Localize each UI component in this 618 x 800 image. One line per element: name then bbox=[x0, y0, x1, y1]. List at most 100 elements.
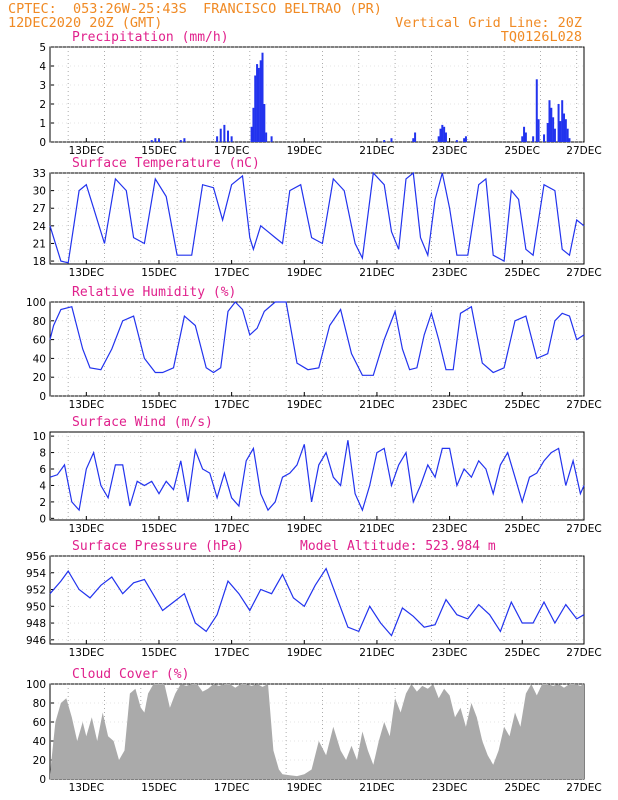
precip-bar bbox=[561, 100, 564, 142]
x-tick-label: 23DEC bbox=[432, 647, 467, 659]
x-tick-label: 21DEC bbox=[359, 782, 394, 794]
precip-bar bbox=[412, 138, 415, 142]
precip-bar bbox=[270, 136, 273, 142]
x-tick-label: 23DEC bbox=[432, 399, 467, 411]
precip-bar bbox=[559, 121, 562, 142]
y-tick-label: 33 bbox=[33, 168, 46, 180]
panel-title: Relative Humidity (%) bbox=[72, 285, 236, 300]
precip-bar bbox=[532, 136, 535, 142]
panel-frame bbox=[49, 46, 585, 143]
y-tick-label: 30 bbox=[33, 186, 46, 198]
x-tick-label: 25DEC bbox=[505, 647, 540, 659]
x-tick-label: 15DEC bbox=[141, 782, 176, 794]
header-grid-line: Vertical Grid Line: 20Z bbox=[395, 15, 582, 31]
x-tick-label: 25DEC bbox=[505, 267, 540, 279]
x-tick-label: 15DEC bbox=[141, 399, 176, 411]
y-tick-label: 60 bbox=[33, 335, 46, 347]
x-tick-label: 19DEC bbox=[287, 523, 322, 535]
x-tick-label: 13DEC bbox=[69, 145, 104, 157]
x-tick-label: 19DEC bbox=[287, 145, 322, 157]
y-tick-label: 27 bbox=[33, 203, 46, 215]
y-tick-label: 4 bbox=[39, 61, 46, 73]
series-line bbox=[49, 567, 585, 637]
precip-bar bbox=[230, 136, 233, 142]
precip-bar bbox=[444, 132, 447, 142]
x-tick-label: 21DEC bbox=[359, 145, 394, 157]
panel-frame bbox=[49, 431, 585, 521]
x-tick-label: 25DEC bbox=[505, 782, 540, 794]
precip-bar bbox=[568, 138, 571, 142]
series-line bbox=[49, 171, 585, 264]
x-tick-label: 27DEC bbox=[566, 782, 601, 794]
header-model-code: TQ0126L028 bbox=[500, 29, 582, 45]
x-tick-label: 19DEC bbox=[287, 782, 322, 794]
precip-bar bbox=[257, 67, 260, 142]
precip-bar bbox=[566, 128, 569, 142]
y-tick-label: 40 bbox=[33, 736, 46, 748]
y-tick-label: 21 bbox=[33, 238, 46, 250]
precip-bar bbox=[216, 136, 219, 142]
precip-bar bbox=[256, 64, 259, 142]
panel-title: Surface Wind (m/s) bbox=[72, 415, 213, 430]
y-tick-label: 0 bbox=[39, 391, 46, 403]
x-tick-label: 17DEC bbox=[214, 145, 249, 157]
y-tick-label: 3 bbox=[39, 80, 46, 92]
y-tick-label: 952 bbox=[26, 585, 46, 597]
panel-frame bbox=[49, 555, 585, 645]
x-tick-label: 23DEC bbox=[432, 782, 467, 794]
precip-bar bbox=[523, 126, 526, 142]
x-tick-label: 21DEC bbox=[359, 523, 394, 535]
precip-bar bbox=[464, 136, 467, 142]
x-tick-label: 27DEC bbox=[566, 523, 601, 535]
precip-bar bbox=[521, 136, 524, 142]
precip-bar bbox=[455, 140, 458, 142]
precip-bar bbox=[390, 138, 393, 142]
panel-frame bbox=[49, 172, 585, 265]
y-tick-label: 954 bbox=[26, 568, 46, 580]
panel-annotation: Model Altitude: 523.984 m bbox=[300, 539, 496, 554]
precip-bar bbox=[183, 138, 186, 142]
precip-bar bbox=[265, 132, 268, 142]
y-tick-label: 948 bbox=[26, 618, 46, 630]
precip-bar bbox=[223, 124, 226, 142]
series-line bbox=[49, 301, 585, 376]
x-tick-label: 25DEC bbox=[505, 523, 540, 535]
header-date: 12DEC2020 20Z (GMT) bbox=[8, 15, 163, 31]
x-tick-label: 13DEC bbox=[69, 647, 104, 659]
precip-bar bbox=[553, 128, 556, 142]
x-tick-label: 17DEC bbox=[214, 399, 249, 411]
precip-bar bbox=[437, 136, 440, 142]
x-tick-label: 17DEC bbox=[214, 523, 249, 535]
y-tick-label: 10 bbox=[33, 431, 46, 443]
precip-bar bbox=[150, 140, 153, 142]
x-tick-label: 15DEC bbox=[141, 647, 176, 659]
precip-bar bbox=[524, 132, 527, 142]
header-station: CPTEC: 053:26W-25:43S FRANCISCO BELTRAO … bbox=[8, 1, 382, 17]
precip-bar bbox=[557, 104, 560, 142]
y-tick-label: 18 bbox=[33, 256, 46, 268]
x-tick-label: 13DEC bbox=[69, 399, 104, 411]
panel-title: Precipitation (mm/h) bbox=[72, 30, 229, 45]
precip-bar bbox=[250, 126, 253, 142]
precip-bar bbox=[550, 107, 553, 142]
precip-bar bbox=[552, 117, 555, 142]
y-tick-label: 100 bbox=[26, 297, 46, 309]
x-tick-label: 23DEC bbox=[432, 523, 467, 535]
panel-title: Surface Temperature (nC) bbox=[72, 156, 260, 171]
precip-bar bbox=[563, 113, 566, 142]
panel-title: Cloud Cover (%) bbox=[72, 667, 189, 682]
precip-bar bbox=[463, 138, 466, 142]
x-tick-label: 17DEC bbox=[214, 267, 249, 279]
precip-bar bbox=[157, 139, 160, 142]
y-tick-label: 2 bbox=[39, 497, 46, 509]
y-tick-label: 4 bbox=[39, 480, 46, 492]
x-tick-label: 15DEC bbox=[141, 267, 176, 279]
precip-bar bbox=[564, 119, 567, 142]
x-tick-label: 21DEC bbox=[359, 399, 394, 411]
precip-bar bbox=[441, 124, 444, 142]
x-tick-label: 13DEC bbox=[69, 267, 104, 279]
precip-bar bbox=[227, 130, 229, 142]
y-tick-label: 2 bbox=[39, 99, 46, 111]
precip-bar bbox=[383, 140, 386, 142]
precip-bar bbox=[261, 52, 264, 143]
